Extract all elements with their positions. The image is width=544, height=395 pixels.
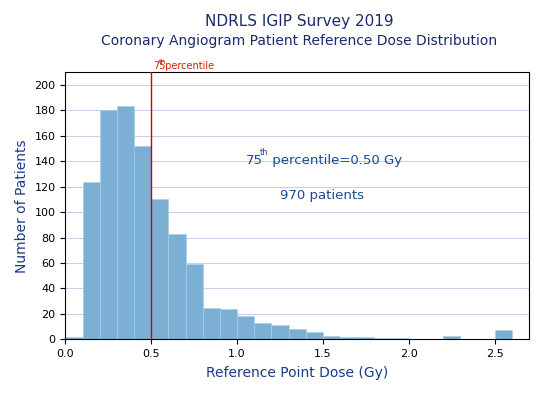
Bar (306, 332, 323, 339)
Bar (134, 146, 151, 339)
Text: 75: 75 (153, 61, 165, 71)
X-axis label: Reference Point Dose (Gy): Reference Point Dose (Gy) (206, 366, 388, 380)
Text: Coronary Angiogram Patient Reference Dose Distribution: Coronary Angiogram Patient Reference Dos… (101, 34, 497, 47)
Bar (117, 106, 134, 339)
Bar (357, 337, 374, 339)
Text: NDRLS IGIP Survey 2019: NDRLS IGIP Survey 2019 (205, 14, 393, 29)
Bar (186, 264, 203, 339)
Bar (203, 308, 220, 339)
Text: th: th (159, 59, 166, 65)
Bar (443, 335, 460, 339)
Bar (374, 338, 392, 339)
Bar (254, 323, 271, 339)
Bar (220, 309, 237, 339)
Bar (151, 199, 169, 339)
Text: th: th (260, 148, 269, 157)
Bar (83, 182, 100, 339)
Bar (323, 335, 340, 339)
Bar (100, 110, 117, 339)
Bar (237, 316, 254, 339)
Text: percentile=0.50 Gy: percentile=0.50 Gy (268, 154, 402, 167)
Bar (392, 338, 409, 339)
Bar (169, 234, 186, 339)
Bar (340, 337, 357, 339)
Bar (289, 329, 306, 339)
Bar (494, 331, 512, 339)
Y-axis label: Number of Patients: Number of Patients (15, 139, 29, 273)
Text: percentile: percentile (163, 61, 214, 71)
Text: 970 patients: 970 patients (280, 189, 364, 202)
Bar (271, 325, 289, 339)
Text: 75: 75 (246, 154, 263, 167)
Bar (65, 337, 83, 339)
